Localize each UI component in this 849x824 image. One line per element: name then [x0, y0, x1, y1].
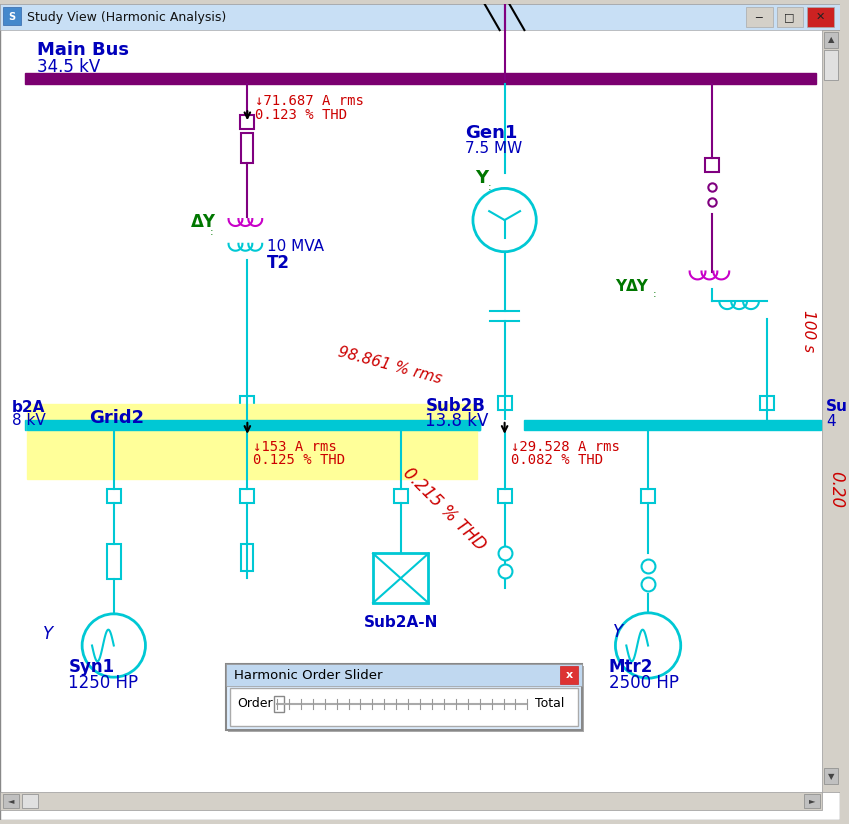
- Bar: [0, 792, 822, 810]
- Text: 8 kV: 8 kV: [12, 414, 46, 428]
- Bar: [240, 489, 255, 503]
- Text: 4: 4: [826, 414, 835, 429]
- Text: 0.125 % THD: 0.125 % THD: [253, 453, 346, 467]
- Bar: [25, 420, 480, 430]
- Text: ▼: ▼: [828, 771, 835, 780]
- Text: T2: T2: [267, 254, 290, 272]
- Bar: [0, 4, 840, 30]
- Bar: [226, 664, 582, 686]
- Text: ↓29.528 A rms: ↓29.528 A rms: [510, 440, 620, 454]
- Bar: [3, 7, 20, 26]
- Text: Y: Y: [616, 279, 627, 294]
- Bar: [26, 404, 477, 480]
- Text: Total: Total: [535, 697, 565, 710]
- Text: :: :: [488, 182, 492, 192]
- Bar: [498, 396, 512, 410]
- Circle shape: [473, 189, 537, 251]
- Bar: [560, 667, 578, 684]
- Text: :: :: [653, 289, 656, 299]
- Text: 13.8 kV: 13.8 kV: [425, 412, 489, 430]
- Text: Sub2A-N: Sub2A-N: [363, 616, 438, 630]
- Bar: [240, 396, 255, 410]
- Text: ΔY: ΔY: [191, 213, 216, 231]
- Text: Y: Y: [475, 168, 488, 186]
- Text: Mtr2: Mtr2: [609, 658, 653, 677]
- Bar: [241, 133, 253, 162]
- Text: S: S: [8, 12, 15, 22]
- Text: Order: Order: [238, 697, 273, 710]
- Bar: [641, 489, 655, 503]
- Bar: [26, 420, 480, 430]
- Text: 0.123 % THD: 0.123 % THD: [256, 108, 347, 122]
- Text: Y: Y: [614, 623, 623, 640]
- Bar: [525, 420, 821, 430]
- Circle shape: [616, 613, 681, 678]
- Bar: [760, 396, 773, 410]
- Circle shape: [82, 614, 145, 677]
- Text: 10 MVA: 10 MVA: [267, 239, 324, 255]
- Bar: [824, 50, 838, 80]
- Text: ↓153 A rms: ↓153 A rms: [253, 440, 337, 454]
- Text: :: :: [210, 227, 213, 237]
- Bar: [226, 664, 582, 729]
- Text: Main Bus: Main Bus: [37, 41, 128, 59]
- Text: ▲: ▲: [828, 35, 835, 44]
- Text: Sub2B: Sub2B: [425, 397, 486, 415]
- Bar: [822, 30, 840, 792]
- Bar: [777, 7, 803, 27]
- Bar: [824, 32, 838, 48]
- Bar: [107, 544, 121, 579]
- Bar: [394, 489, 408, 503]
- Text: Syn1: Syn1: [68, 658, 115, 677]
- Bar: [498, 489, 512, 503]
- Text: Y: Y: [42, 625, 53, 643]
- Text: ►: ►: [809, 796, 816, 805]
- Text: Gen1: Gen1: [465, 124, 517, 142]
- Text: ◄: ◄: [8, 796, 14, 805]
- Bar: [373, 554, 429, 603]
- Text: 100 s: 100 s: [801, 310, 817, 352]
- Text: □: □: [784, 12, 795, 22]
- Bar: [22, 794, 37, 808]
- Text: 7.5 MW: 7.5 MW: [465, 141, 522, 157]
- Text: Su: Su: [826, 399, 848, 414]
- Bar: [807, 7, 834, 27]
- Text: ─: ─: [756, 12, 762, 22]
- Text: b2A: b2A: [12, 400, 45, 414]
- Text: 0.20: 0.20: [827, 471, 845, 508]
- Text: 0.215 % THD: 0.215 % THD: [399, 464, 489, 554]
- Text: Grid2: Grid2: [89, 409, 144, 427]
- Text: 1250 HP: 1250 HP: [68, 674, 138, 692]
- Text: ΔY: ΔY: [627, 279, 649, 294]
- Bar: [706, 157, 719, 171]
- Bar: [240, 115, 255, 129]
- Text: 2500 HP: 2500 HP: [609, 674, 678, 692]
- Bar: [228, 667, 584, 732]
- Text: x: x: [565, 670, 572, 680]
- Text: 34.5 kV: 34.5 kV: [37, 58, 100, 76]
- Bar: [824, 768, 838, 784]
- Text: Harmonic Order Slider: Harmonic Order Slider: [233, 669, 382, 681]
- Bar: [804, 794, 820, 808]
- Text: 0.082 % THD: 0.082 % THD: [510, 453, 603, 467]
- Bar: [241, 544, 253, 571]
- Bar: [229, 688, 578, 726]
- Text: ↓71.687 A rms: ↓71.687 A rms: [256, 94, 364, 108]
- Text: ✕: ✕: [816, 12, 825, 22]
- Bar: [25, 73, 816, 85]
- Bar: [274, 696, 284, 712]
- Bar: [107, 489, 121, 503]
- Text: 98.861 % rms: 98.861 % rms: [336, 344, 444, 386]
- Bar: [3, 794, 19, 808]
- Bar: [746, 7, 773, 27]
- Text: Study View (Harmonic Analysis): Study View (Harmonic Analysis): [26, 11, 226, 24]
